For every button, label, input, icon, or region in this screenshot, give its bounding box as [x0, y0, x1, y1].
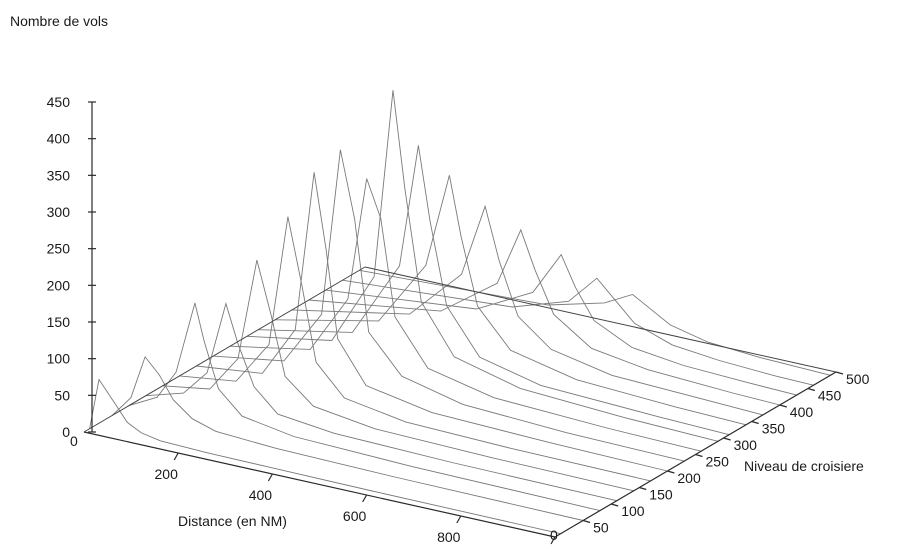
y-tick-label: 300: [734, 437, 758, 453]
y-tick-label: 500: [846, 371, 870, 387]
series-line-level-200: [196, 172, 668, 472]
series-line-level-460: [342, 277, 814, 386]
z-tick-label: 0: [62, 424, 70, 440]
x-tick-mark: [173, 452, 179, 461]
series-line-level-490: [359, 269, 831, 376]
origin-label-x: 0: [70, 433, 78, 449]
series-line-level-260: [230, 178, 702, 452]
x-tick-label: 400: [249, 487, 273, 503]
back-edge-line: [364, 266, 837, 373]
x-axis-line: [83, 431, 556, 538]
series-line-level-10: [89, 378, 561, 535]
y-tick-mark: [807, 387, 816, 392]
series-line-level-290: [246, 90, 719, 442]
axes-layer: [83, 102, 837, 538]
x-tick-mark: [456, 515, 462, 524]
series-line-level-340: [275, 175, 747, 426]
y-tick-mark: [639, 486, 647, 491]
y-tick-label: 150: [649, 487, 673, 503]
series-line-level-310: [258, 145, 730, 436]
series-line-level-50: [111, 355, 584, 521]
series-line-level-170: [179, 216, 651, 482]
x-tick-label: 600: [343, 508, 367, 524]
x-tick-mark: [550, 536, 556, 545]
z-tick-label: 350: [47, 167, 71, 183]
z-tick-label: 200: [47, 277, 71, 293]
y-tick-label: 50: [593, 520, 609, 536]
z-tick-label: 250: [47, 241, 71, 257]
y-axis-title: Niveau de croisiere: [744, 458, 864, 474]
series-layer: [89, 90, 831, 535]
y-tick-mark: [751, 420, 759, 425]
y-tick-label: 350: [762, 421, 786, 437]
series-line-level-430: [325, 253, 797, 396]
y-tick-mark: [723, 437, 731, 441]
y-axis-back-line: [83, 266, 366, 433]
series-line-level-400: [308, 228, 780, 406]
origin-label-y: 0: [550, 527, 558, 543]
y-tick-label: 100: [621, 503, 645, 519]
x-tick-label: 200: [155, 466, 179, 482]
y-tick-label: 400: [790, 404, 814, 420]
series-line-level-80: [128, 302, 601, 512]
series-line-level-140: [162, 259, 634, 492]
z-tick-label: 450: [47, 94, 71, 110]
y-tick-label: 200: [677, 470, 701, 486]
z-tick-label: 100: [47, 351, 71, 367]
series-line-level-110: [145, 301, 617, 502]
z-tick-label: 400: [47, 131, 71, 147]
series-line-level-230: [213, 149, 685, 462]
z-tick-label: 150: [47, 314, 71, 330]
z-tick-label: 300: [47, 204, 71, 220]
y-tick-mark: [582, 519, 591, 524]
y-tick-mark: [695, 453, 703, 458]
z-tick-label: 50: [54, 387, 70, 403]
y-tick-mark: [835, 371, 844, 375]
z-axis-title: Nombre de vols: [10, 13, 108, 29]
y-tick-mark: [611, 503, 619, 507]
y-tick-mark: [667, 470, 675, 474]
y-tick-label: 450: [818, 388, 842, 404]
x-tick-mark: [362, 494, 368, 503]
y-tick-mark: [779, 404, 787, 408]
ticks-layer: 0501001502002503003504004502004006008001…: [47, 94, 870, 545]
x-tick-mark: [267, 473, 273, 482]
x-axis-title: Distance (en NM): [178, 513, 287, 529]
x-tick-label: 800: [437, 529, 461, 545]
y-tick-label: 250: [706, 454, 730, 470]
series-line-level-370: [291, 204, 764, 416]
